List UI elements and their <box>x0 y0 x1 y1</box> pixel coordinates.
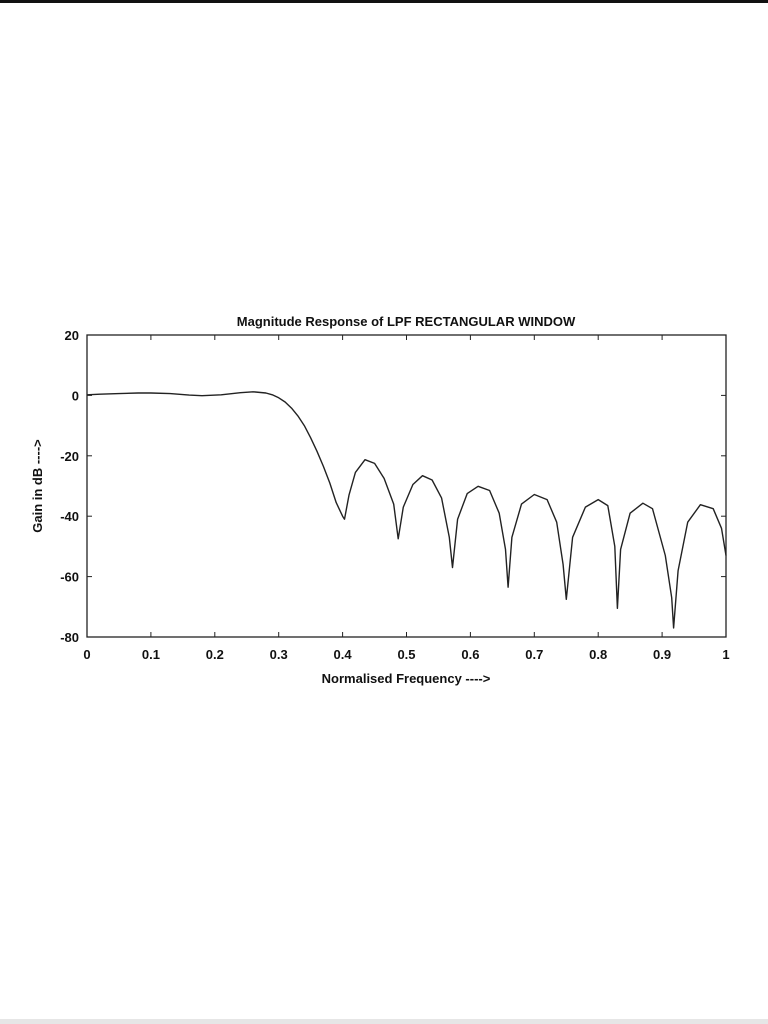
x-tick-label: 0.4 <box>334 647 353 662</box>
magnitude-response-chart: Magnitude Response of LPF RECTANGULAR WI… <box>30 314 730 686</box>
y-axis-label: Gain in dB ----> <box>30 439 45 533</box>
plot-area-frame <box>86 334 727 638</box>
x-tick-label: 0.9 <box>653 647 671 662</box>
axis-ticks <box>86 334 727 638</box>
x-tick-label: 0.8 <box>589 647 607 662</box>
y-tick-label: -40 <box>60 509 79 524</box>
x-tick-label: 0.6 <box>461 647 479 662</box>
magnitude-response-line <box>86 391 727 629</box>
y-tick-label: 20 <box>65 328 79 343</box>
y-tick-label: -60 <box>60 570 79 585</box>
x-tick-label: 0.2 <box>206 647 224 662</box>
x-tick-label: 1 <box>722 647 729 662</box>
y-tick-label: -80 <box>60 630 79 645</box>
x-tick-labels: 0 0.1 0.2 0.3 0.4 0.5 0.6 0.7 0.8 0.9 1 <box>83 647 729 662</box>
x-axis-label: Normalised Frequency ----> <box>322 671 491 686</box>
chart-title: Magnitude Response of LPF RECTANGULAR WI… <box>237 314 576 329</box>
x-tick-label: 0.1 <box>142 647 160 662</box>
y-tick-label: -20 <box>60 449 79 464</box>
x-tick-label: 0.3 <box>270 647 288 662</box>
x-tick-label: 0 <box>83 647 90 662</box>
bottom-border <box>0 1019 768 1024</box>
x-tick-label: 0.7 <box>525 647 543 662</box>
y-tick-labels: 20 0 -20 -40 -60 -80 <box>60 328 79 645</box>
y-tick-label: 0 <box>72 388 79 403</box>
x-tick-label: 0.5 <box>397 647 415 662</box>
top-border <box>0 0 768 3</box>
